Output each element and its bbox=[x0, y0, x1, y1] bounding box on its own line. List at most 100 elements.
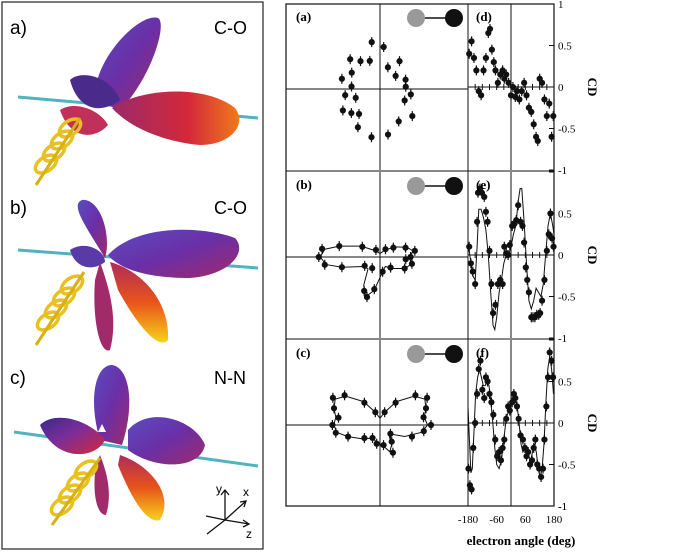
cart-point-5-35-marker bbox=[528, 457, 536, 464]
cart-point-4-31 bbox=[525, 287, 533, 298]
polar-point-1-12 bbox=[361, 260, 368, 271]
cart-point-4-27-marker bbox=[519, 222, 526, 230]
cart-point-5-47 bbox=[549, 372, 557, 383]
cart-point-5-2 bbox=[468, 484, 475, 495]
cart-point-5-37-marker bbox=[532, 436, 539, 443]
ytick-label-4-3: -0.5 bbox=[558, 292, 576, 304]
polar-point-0-7-marker bbox=[348, 69, 355, 76]
cart-point-4-38 bbox=[538, 295, 546, 306]
cart-point-3-10 bbox=[488, 44, 495, 55]
cart-point-3-25 bbox=[521, 77, 528, 88]
cart-point-5-45-marker bbox=[546, 349, 553, 356]
polar-point-0-5-marker bbox=[368, 39, 375, 46]
polar-curve-2 bbox=[333, 395, 429, 453]
polar-point-1-20-marker bbox=[408, 260, 416, 267]
polar-point-2-7-marker bbox=[372, 409, 379, 416]
cart-point-4-2-marker bbox=[469, 268, 476, 275]
triad-x-arrow bbox=[239, 500, 247, 508]
triad-neg-z bbox=[205, 515, 226, 521]
cart-point-3-7 bbox=[482, 52, 490, 63]
polar-point-1-3-marker bbox=[390, 244, 397, 251]
cart-point-3-1-marker bbox=[468, 38, 475, 45]
cart-point-4-44 bbox=[550, 241, 557, 252]
xtick-label-3: 180 bbox=[546, 514, 563, 526]
helix-axis-c bbox=[50, 457, 102, 526]
cart-point-4-39-marker bbox=[541, 276, 548, 283]
triad-y-label: y bbox=[216, 482, 222, 496]
polar-point-0-6 bbox=[357, 56, 364, 67]
rendering-a: a) C-O bbox=[10, 17, 259, 186]
cart-point-5-15 bbox=[492, 434, 499, 445]
cart-point-5-40-marker bbox=[538, 473, 545, 481]
cart-point-4-20 bbox=[505, 250, 512, 260]
lobe-upleft-b bbox=[77, 199, 108, 258]
cart-point-3-18 bbox=[505, 77, 512, 88]
polar-point-0-22-marker bbox=[342, 92, 349, 99]
cart-point-4-0 bbox=[466, 241, 473, 252]
polar-point-2-21 bbox=[388, 436, 395, 447]
polar-point-2-11 bbox=[330, 403, 338, 414]
cart-point-3-31-marker bbox=[534, 137, 541, 145]
cart-point-3-24-marker bbox=[518, 88, 525, 95]
cart-point-4-30 bbox=[524, 274, 531, 285]
polar-point-1-9-marker bbox=[315, 253, 322, 261]
cart-point-3-2 bbox=[470, 52, 478, 63]
polar-point-2-11-marker bbox=[330, 405, 338, 412]
cart-point-4-3-marker bbox=[472, 280, 479, 288]
polar-point-1-12-marker bbox=[361, 262, 368, 269]
cart-point-5-13-marker bbox=[488, 399, 495, 406]
polar-point-2-5 bbox=[392, 397, 399, 408]
molecule-atom-grey-2 bbox=[407, 345, 425, 363]
cart-point-4-12 bbox=[488, 279, 495, 290]
cart-point-4-40 bbox=[543, 245, 550, 256]
cart-point-3-6 bbox=[480, 65, 487, 76]
cart-point-5-15-marker bbox=[492, 436, 499, 443]
polar-point-0-6-marker bbox=[357, 58, 364, 65]
ytick-label-5-2: 0 bbox=[558, 418, 564, 430]
polar-point-0-16 bbox=[402, 81, 409, 92]
cart-point-5-35 bbox=[528, 455, 536, 466]
polar-point-1-6 bbox=[359, 241, 366, 252]
polar-point-1-10-marker bbox=[321, 261, 328, 268]
cart-point-4-10-marker bbox=[484, 218, 491, 225]
polar-point-0-23 bbox=[339, 105, 346, 116]
polar-point-2-0-marker bbox=[427, 421, 435, 429]
polar-point-2-22 bbox=[387, 428, 394, 439]
polar-point-0-24-marker bbox=[355, 110, 363, 118]
cart-point-4-4 bbox=[473, 216, 481, 227]
cart-point-3-9 bbox=[486, 23, 494, 34]
ytick-label-bottom: -1 bbox=[558, 501, 567, 513]
cart-point-5-45 bbox=[546, 347, 553, 358]
cart-point-5-20 bbox=[501, 434, 508, 445]
cart-point-5-5 bbox=[473, 388, 481, 399]
cart-point-4-20-marker bbox=[505, 251, 512, 259]
polar-point-2-13-marker bbox=[329, 421, 336, 429]
panel-letter-b: b) bbox=[10, 198, 27, 219]
cart-point-4-10 bbox=[484, 216, 491, 227]
cart-panel-4: (e) 0.5 0 -0.5 -1 CD bbox=[466, 171, 600, 345]
cart-point-5-28-marker bbox=[515, 415, 522, 422]
polar-point-2-15 bbox=[344, 431, 352, 442]
polar-point-0-14 bbox=[395, 116, 402, 127]
cart-point-3-3 bbox=[473, 65, 480, 76]
cart-point-3-37-marker bbox=[548, 133, 555, 140]
cart-point-3-29 bbox=[530, 119, 537, 130]
polar-point-2-6 bbox=[381, 407, 388, 418]
ytick-label-4-2: 0 bbox=[558, 250, 564, 262]
polar-point-0-3-marker bbox=[396, 58, 403, 65]
cart-point-5-26 bbox=[512, 393, 519, 404]
polar-point-2-10-marker bbox=[329, 394, 336, 401]
cart-point-5-18-marker bbox=[497, 457, 505, 464]
polar-panel-0: (a) bbox=[286, 4, 468, 170]
polar-point-0-23-marker bbox=[339, 107, 346, 114]
ytick-label-3-1: 0.5 bbox=[558, 41, 572, 53]
polar-point-1-14 bbox=[361, 285, 368, 296]
polar-point-2-20 bbox=[389, 447, 397, 458]
cart-panel-5: (f) 0.5 0 -0.5 -1 CD bbox=[465, 339, 600, 513]
cart-point-5-9 bbox=[481, 393, 488, 404]
cart-point-3-13-marker bbox=[494, 79, 501, 86]
polar-point-1-0 bbox=[407, 252, 414, 262]
polar-point-1-11 bbox=[338, 262, 346, 273]
cart-point-3-34-marker bbox=[541, 96, 548, 103]
cart-point-3-15-marker bbox=[499, 67, 506, 74]
